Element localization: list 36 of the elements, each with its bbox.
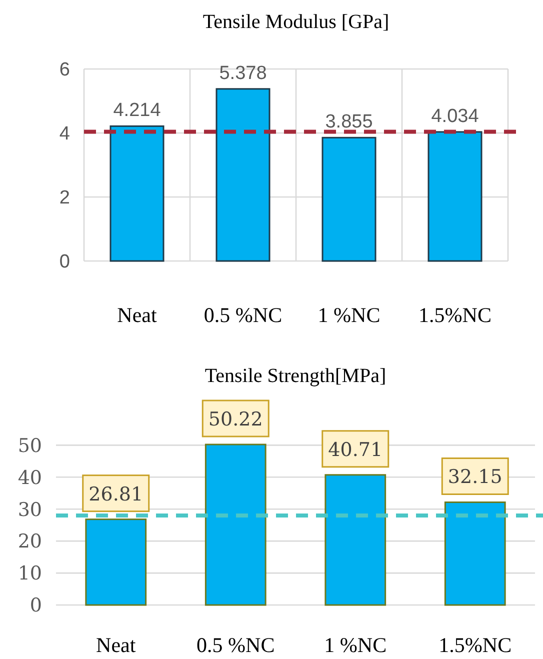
bar xyxy=(444,501,506,606)
bar xyxy=(322,136,376,262)
y-tick-label: 20 xyxy=(18,530,42,553)
data-label: 4.034 xyxy=(431,106,480,127)
y-tick-label: 0 xyxy=(59,252,70,273)
x-tick-label: 1.5%NC xyxy=(418,303,492,327)
data-label: 5.378 xyxy=(219,62,267,84)
data-label: 4.214 xyxy=(113,100,162,122)
y-tick-label: 50 xyxy=(18,434,42,457)
data-label: 3.855 xyxy=(325,112,373,133)
x-tick-label: 1 %NC xyxy=(318,303,380,327)
bar xyxy=(204,444,266,606)
y-tick-label: 0 xyxy=(30,594,42,617)
y-tick-label: 4 xyxy=(59,124,70,145)
chart-title: Tensile Strength[MPa] xyxy=(204,365,386,387)
bar xyxy=(85,518,147,606)
data-label: 26.81 xyxy=(88,483,144,506)
chart-title: Tensile Modulus [GPa] xyxy=(202,11,390,33)
bar xyxy=(216,88,270,262)
y-tick-label: 2 xyxy=(59,188,70,209)
x-tick-label: 0.5 %NC xyxy=(204,303,282,327)
bar xyxy=(324,474,386,606)
x-tick-label: Neat xyxy=(96,633,136,657)
y-tick-label: 6 xyxy=(59,60,70,81)
data-label: 32.15 xyxy=(448,466,502,488)
x-tick-label: 0.5 %NC xyxy=(196,633,275,657)
bar xyxy=(110,125,164,262)
data-label: 40.71 xyxy=(328,438,383,461)
x-tick-label: Neat xyxy=(117,303,157,327)
bar xyxy=(428,131,482,262)
y-tick-label: 30 xyxy=(18,498,42,521)
x-tick-label: 1 %NC xyxy=(324,633,387,657)
data-label: 50.22 xyxy=(208,408,263,430)
y-tick-label: 10 xyxy=(18,562,42,585)
y-tick-label: 40 xyxy=(18,466,42,489)
x-tick-label: 1.5%NC xyxy=(438,633,512,657)
